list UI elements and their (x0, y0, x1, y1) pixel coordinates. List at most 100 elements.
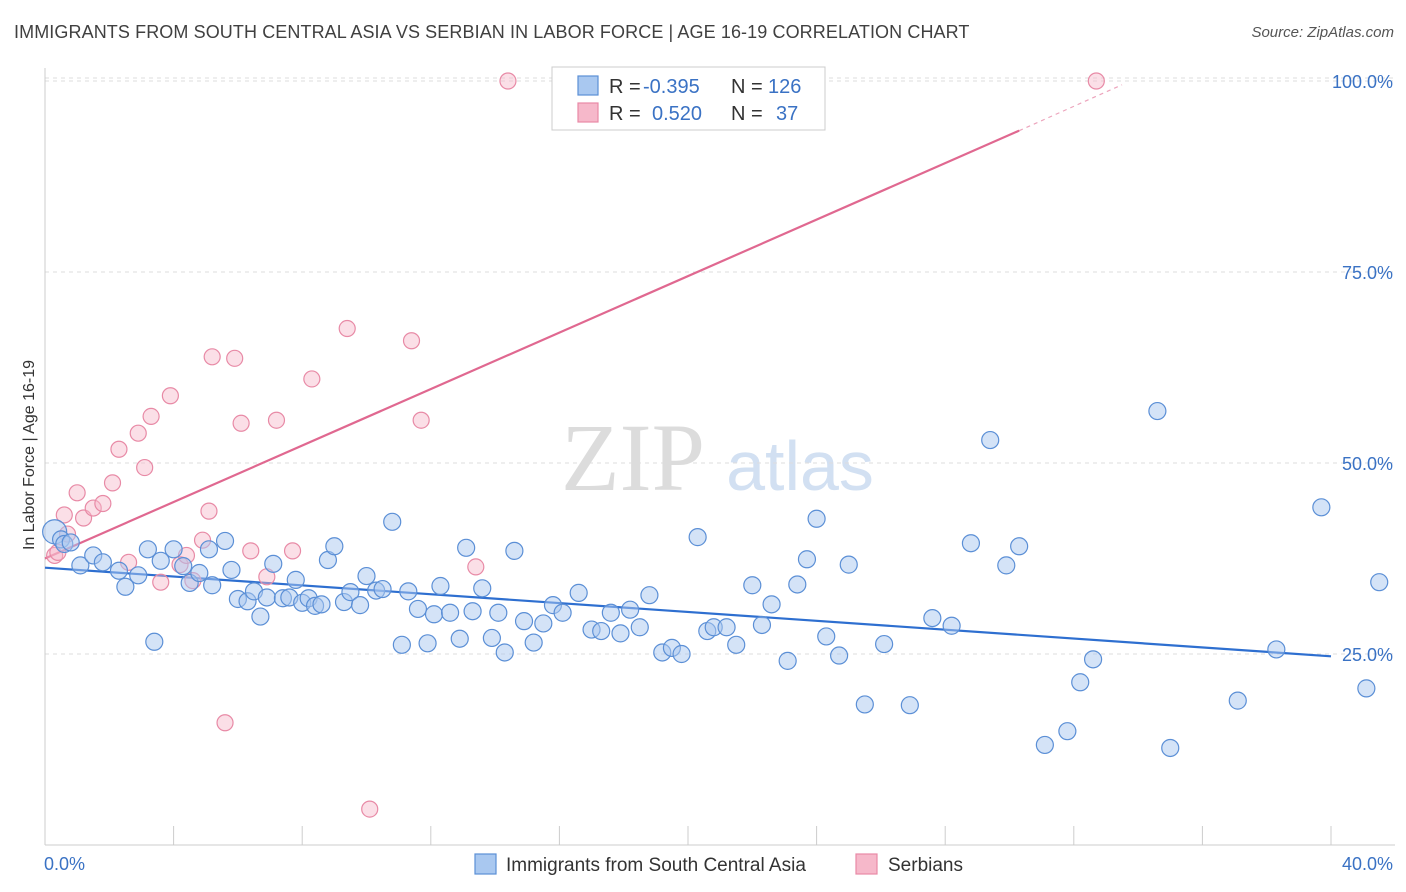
data-point-serbians (467, 558, 485, 576)
data-point-serbians (1087, 72, 1105, 90)
data-point-immigrants (752, 615, 772, 635)
data-point-serbians (68, 484, 86, 502)
data-point-serbians (84, 499, 102, 517)
data-point-immigrants (797, 550, 817, 569)
bottom-legend-label-pink: Serbians (888, 855, 963, 876)
data-point-immigrants (727, 635, 746, 654)
data-point-serbians (232, 414, 250, 432)
data-point-immigrants (418, 634, 437, 653)
data-point-immigrants (1058, 722, 1077, 741)
data-point-immigrants (145, 632, 164, 651)
data-point-serbians (267, 411, 286, 429)
trend-line-serbians (44, 129, 1020, 560)
data-point-immigrants (1010, 537, 1029, 556)
trend-lines (44, 84, 1332, 658)
data-point-serbians (499, 72, 517, 90)
data-point-immigrants (264, 554, 283, 573)
data-point-immigrants (257, 588, 276, 607)
data-point-immigrants (534, 614, 553, 633)
data-point-immigrants (817, 627, 836, 646)
data-point-immigrants (350, 596, 370, 615)
data-point-immigrants (482, 628, 501, 648)
data-point-serbians (94, 494, 112, 513)
data-point-immigrants (109, 561, 129, 580)
data-point-immigrants (495, 643, 514, 662)
data-point-immigrants (717, 618, 736, 637)
data-point-serbians (152, 573, 170, 591)
data-point-serbians (361, 800, 379, 818)
data-point-immigrants (341, 583, 360, 602)
bottom-legend-swatch-blue (474, 853, 497, 875)
data-point-immigrants (251, 607, 270, 626)
data-point-immigrants (688, 528, 707, 547)
data-point-immigrants (1267, 640, 1286, 659)
y-tick-label: 25.0% (1342, 645, 1393, 665)
trend-line-serbians-extension (1018, 84, 1123, 132)
data-point-immigrants (592, 621, 611, 641)
watermark-zip: ZIP (561, 404, 705, 511)
legend-swatch-pink (577, 102, 599, 123)
data-point-immigrants (199, 540, 219, 559)
data-point-serbians (412, 411, 430, 429)
data-point-immigrants (923, 608, 942, 628)
data-point-immigrants (1083, 650, 1103, 669)
data-point-immigrants (222, 560, 241, 580)
data-point-immigrants (151, 551, 170, 570)
data-point-immigrants (1071, 673, 1090, 692)
data-point-immigrants (762, 595, 781, 614)
data-point-immigrants (807, 509, 826, 528)
data-point-immigrants (440, 603, 460, 622)
data-point-immigrants (215, 531, 235, 551)
data-point-immigrants (672, 644, 691, 664)
data-point-serbians (203, 348, 221, 366)
data-point-serbians (55, 506, 73, 524)
data-point-serbians (283, 542, 302, 560)
data-point-immigrants (855, 695, 874, 714)
data-point-immigrants (505, 541, 524, 560)
data-point-immigrants (875, 634, 894, 654)
data-point-immigrants (839, 555, 858, 574)
data-point-immigrants (325, 537, 344, 556)
data-point-immigrants (399, 582, 418, 601)
data-point-immigrants (830, 646, 849, 665)
data-point-serbians (402, 332, 421, 350)
data-point-immigrants (1370, 573, 1389, 592)
legend-n-value-2: 37 (776, 103, 798, 125)
data-point-immigrants (961, 534, 981, 553)
series-immigrants-south-central-asia (42, 401, 1389, 758)
data-point-immigrants (203, 576, 222, 595)
data-point-serbians (46, 546, 64, 565)
ticks: 25.0% 50.0% 75.0% 100.0% 0.0% 40.0% (44, 72, 1393, 874)
data-point-immigrants (1228, 691, 1247, 710)
legend-r-label-2: R = (609, 103, 641, 125)
data-point-immigrants (553, 603, 572, 622)
legend-n-value-1: 126 (768, 76, 801, 98)
legend-n-label-1: N = (731, 76, 763, 98)
watermark-atlas: atlas (726, 427, 874, 505)
data-point-immigrants (1357, 679, 1376, 698)
data-point-immigrants (489, 603, 508, 622)
data-point-serbians (110, 440, 128, 458)
grid (45, 77, 1395, 655)
data-point-serbians (142, 407, 160, 425)
data-point-immigrants (640, 586, 659, 605)
data-point-immigrants (621, 600, 640, 619)
data-point-immigrants (524, 633, 543, 652)
data-point-immigrants (601, 603, 620, 622)
series-serbians (46, 72, 1105, 818)
data-point-immigrants (569, 583, 588, 602)
data-point-immigrants (61, 533, 80, 552)
data-point-immigrants (190, 563, 209, 583)
bottom-legend-label-blue: Immigrants from South Central Asia (506, 855, 806, 876)
y-tick-label: 50.0% (1342, 454, 1393, 474)
data-point-immigrants (743, 576, 762, 595)
trend-line-immigrants (44, 566, 1332, 658)
data-point-immigrants (1161, 738, 1180, 758)
data-point-immigrants (514, 612, 534, 631)
data-point-immigrants (312, 595, 331, 614)
chart-title: IMMIGRANTS FROM SOUTH CENTRAL ASIA VS SE… (14, 22, 970, 42)
data-point-immigrants (71, 556, 90, 575)
data-point-immigrants (129, 566, 148, 585)
x-tick-label: 0.0% (44, 854, 85, 874)
